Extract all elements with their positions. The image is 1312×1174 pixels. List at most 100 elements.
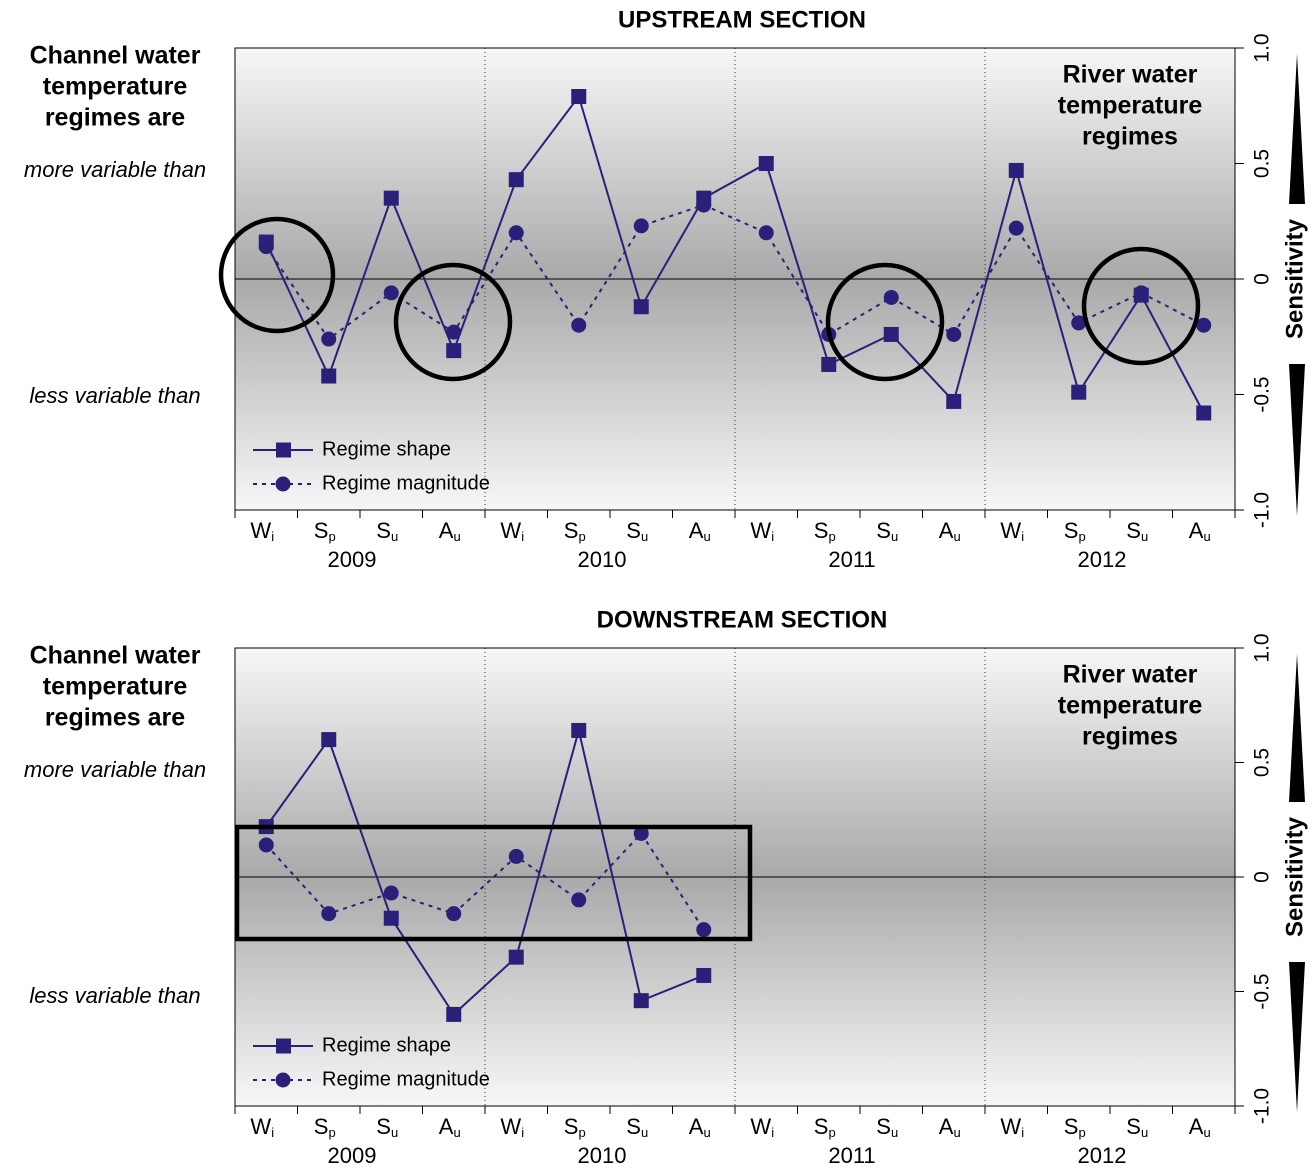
left-title: temperature <box>43 73 188 101</box>
square-marker <box>633 993 649 1009</box>
left-title: Channel water <box>30 642 201 670</box>
circle-marker <box>446 906 462 922</box>
x-tick-label: Au <box>439 1114 461 1141</box>
circle-marker <box>508 225 524 241</box>
x-tick-label: Au <box>689 1114 711 1141</box>
y-tick-label: -1.0 <box>1251 1088 1274 1124</box>
circle-marker <box>258 837 274 853</box>
square-marker <box>321 732 337 748</box>
x-tick-label: Au <box>1189 518 1211 545</box>
circle-marker <box>321 331 337 347</box>
circle-marker <box>571 892 587 908</box>
x-tick-label: Su <box>1126 518 1148 545</box>
x-tick-label: Su <box>876 518 898 545</box>
circle-marker <box>508 848 524 864</box>
square-marker <box>1071 384 1087 400</box>
x-tick-label: Au <box>1189 1114 1211 1141</box>
right-title: temperature <box>1058 692 1203 720</box>
x-tick-label: Sp <box>314 518 336 545</box>
x-tick-label: Su <box>1126 1114 1148 1141</box>
square-marker <box>1196 405 1212 421</box>
year-label: 2009 <box>328 547 377 572</box>
down-arrow <box>1289 364 1305 516</box>
square-marker <box>446 343 462 359</box>
circle-marker <box>696 922 712 938</box>
highlight <box>825 262 945 382</box>
y-tick-label: -0.5 <box>1251 376 1274 412</box>
square-marker <box>508 949 524 965</box>
highlight <box>1081 246 1201 366</box>
circle-marker <box>383 885 399 901</box>
circle-marker <box>633 218 649 234</box>
year-label: 2010 <box>578 1143 627 1168</box>
legend-label: Regime shape <box>322 1034 451 1056</box>
highlight <box>393 262 513 382</box>
square-marker <box>696 967 712 983</box>
circle-marker <box>321 906 337 922</box>
square-marker <box>383 190 399 206</box>
left-title: regimes are <box>45 104 185 132</box>
circle-marker <box>1133 285 1149 301</box>
down-arrow <box>1289 962 1305 1112</box>
circle-marker <box>446 324 462 340</box>
circle-marker <box>1071 315 1087 331</box>
year-label: 2012 <box>1078 547 1127 572</box>
x-tick-label: Su <box>626 1114 648 1141</box>
circle-marker <box>1008 220 1024 236</box>
y-tick-label: 0 <box>1251 871 1274 883</box>
x-tick-label: Sp <box>814 518 836 545</box>
x-tick-label: Wi <box>1000 1114 1024 1141</box>
circle-marker <box>571 317 587 333</box>
y-axis-label: Sensitivity <box>1281 816 1308 937</box>
circle-marker <box>258 239 274 255</box>
square-marker <box>383 910 399 926</box>
x-tick-label: Au <box>689 518 711 545</box>
right-title: River water <box>1063 661 1198 689</box>
legend-label: Regime magnitude <box>322 472 490 494</box>
y-tick-label: -1.0 <box>1251 492 1274 528</box>
circle-marker <box>1196 317 1212 333</box>
x-tick-label: Wi <box>500 518 524 545</box>
x-tick-label: Au <box>939 518 961 545</box>
x-tick-label: Su <box>626 518 648 545</box>
x-tick-label: Wi <box>1000 518 1024 545</box>
x-tick-label: Wi <box>750 518 774 545</box>
circle-marker <box>946 326 962 342</box>
legend-marker <box>276 442 291 458</box>
y-tick-label: 0.5 <box>1251 149 1274 178</box>
circle-marker <box>696 197 712 213</box>
highlight <box>234 824 753 942</box>
series-line <box>265 204 1205 341</box>
square-marker <box>321 368 337 384</box>
circle-marker <box>633 825 649 841</box>
right-title: River water <box>1063 61 1198 89</box>
square-marker <box>821 356 837 372</box>
right-title: temperature <box>1058 92 1203 120</box>
x-tick-label: Su <box>876 1114 898 1141</box>
up-arrow <box>1289 54 1305 204</box>
legend-label: Regime magnitude <box>322 1068 490 1090</box>
x-tick-label: Sp <box>564 1114 586 1141</box>
year-label: 2010 <box>578 547 627 572</box>
square-marker <box>633 299 649 315</box>
year-label: 2009 <box>328 1143 377 1168</box>
square-marker <box>446 1006 462 1022</box>
square-marker <box>883 326 899 342</box>
x-tick-label: Au <box>439 518 461 545</box>
y-tick-label: 0 <box>1251 273 1274 285</box>
x-tick-label: Wi <box>500 1114 524 1141</box>
x-tick-label: Sp <box>814 1114 836 1141</box>
y-axis-label: Sensitivity <box>1281 218 1308 339</box>
right-title: regimes <box>1082 723 1178 751</box>
right-title: regimes <box>1082 123 1178 151</box>
x-tick-label: Wi <box>250 518 274 545</box>
panel-title: UPSTREAM SECTION <box>618 6 866 33</box>
x-tick-label: Sp <box>314 1114 336 1141</box>
legend-marker <box>275 1072 291 1088</box>
x-tick-label: Sp <box>564 518 586 545</box>
square-marker <box>758 156 774 171</box>
y-tick-label: 1.0 <box>1251 633 1274 662</box>
x-tick-label: Sp <box>1064 1114 1086 1141</box>
legend-marker <box>276 1038 291 1054</box>
